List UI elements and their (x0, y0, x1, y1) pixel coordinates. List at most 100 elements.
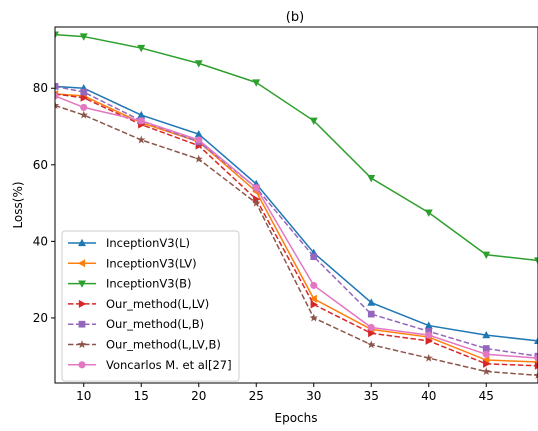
data-point (252, 79, 261, 87)
data-point (252, 184, 260, 192)
legend-label: Our_method(L,LV,B) (106, 338, 221, 352)
legend-item: Our_method(L,LV) (68, 297, 209, 311)
data-point (137, 110, 146, 119)
series-layer (55, 31, 538, 379)
x-tick-label: 15 (134, 389, 149, 403)
legend-label: Our_method(L,LV) (106, 297, 209, 311)
data-point (534, 361, 538, 370)
series-line (55, 85, 538, 357)
series-6 (55, 92, 538, 362)
data-point (55, 82, 59, 90)
legend-marker (78, 320, 86, 328)
series-line (55, 95, 538, 359)
y-tick-label: 20 (33, 311, 48, 325)
y-tick-label: 60 (33, 158, 48, 172)
data-point (367, 298, 376, 306)
data-point (482, 251, 491, 259)
data-point (137, 44, 146, 53)
data-point (482, 330, 491, 339)
data-point (309, 294, 317, 303)
legend-marker (77, 259, 86, 268)
data-point (80, 103, 88, 111)
legend: InceptionV3(L) InceptionV3(LV) InceptionV3… (61, 230, 240, 382)
x-tick-label: 20 (191, 389, 206, 403)
series-line (55, 85, 538, 342)
data-point (534, 354, 538, 362)
data-point (55, 92, 59, 100)
data-point (195, 136, 203, 144)
data-point (80, 88, 88, 96)
chart-title: (b) (286, 10, 304, 25)
data-point (194, 154, 203, 163)
y-axis: 20 40 60 80 (33, 81, 55, 325)
data-point (309, 117, 318, 125)
x-tick-label: 45 (479, 389, 494, 403)
data-point (80, 93, 88, 102)
y-tick-label: 40 (33, 234, 48, 248)
data-point (55, 101, 60, 110)
data-point (367, 175, 376, 183)
data-point (424, 209, 433, 217)
data-point (483, 359, 491, 368)
data-point (310, 300, 318, 309)
y-tick-label: 80 (33, 81, 48, 95)
legend-label: Our_method(L,B) (106, 317, 204, 331)
legend-item: InceptionV3(L) (68, 236, 190, 250)
data-point (533, 370, 538, 379)
legend-label: InceptionV3(B) (106, 277, 191, 291)
legend-marker (78, 299, 87, 308)
data-point (309, 313, 318, 322)
data-point (367, 310, 375, 318)
data-point (482, 367, 491, 376)
legend-item: InceptionV3(B) (68, 277, 191, 291)
data-point (367, 323, 375, 332)
x-axis-label: Epochs (275, 411, 318, 425)
data-point (79, 33, 88, 41)
legend-item: InceptionV3(LV) (68, 256, 197, 270)
legend-marker (77, 340, 87, 349)
data-point (137, 135, 146, 144)
data-point (137, 117, 145, 125)
data-point (252, 198, 261, 207)
legend-label: Voncarlos M. et al[27] (106, 358, 232, 372)
legend-box (61, 230, 240, 382)
data-point (79, 110, 88, 119)
data-point (424, 321, 433, 329)
plot-area (54, 26, 538, 384)
data-point (425, 336, 433, 345)
data-point (310, 281, 318, 289)
series-2 (55, 31, 538, 265)
data-point (194, 129, 203, 138)
series-line (55, 93, 538, 363)
plot-frame (54, 26, 538, 384)
x-tick-label: 35 (364, 389, 379, 403)
data-point (425, 331, 433, 339)
data-point (55, 31, 59, 39)
data-point (310, 253, 318, 261)
y-axis-label: Loss(%) (11, 181, 25, 228)
data-point (482, 350, 490, 358)
legend-item: Our_method(L,B) (68, 317, 204, 331)
data-point (367, 340, 376, 349)
data-point (253, 195, 261, 204)
legend-item: Voncarlos M. et al[27] (68, 358, 232, 372)
series-5 (55, 101, 538, 379)
data-point (534, 336, 538, 345)
series-line (55, 33, 538, 262)
data-point (534, 257, 538, 265)
legend-label: InceptionV3(L) (106, 236, 190, 250)
series-line (55, 104, 538, 377)
x-tick-label: 40 (421, 389, 436, 403)
data-point (482, 356, 490, 365)
legend-item: Our_method(L,LV,B) (68, 338, 221, 352)
data-point (482, 345, 490, 352)
data-point (194, 60, 203, 68)
x-tick-label: 10 (76, 389, 91, 403)
x-axis: 10 15 20 25 30 35 40 45 (76, 383, 494, 403)
legend-marker (78, 280, 86, 288)
series-line (55, 93, 538, 367)
x-tick-label: 30 (306, 389, 321, 403)
data-point (425, 327, 433, 335)
legend-label: InceptionV3(LV) (106, 256, 197, 270)
